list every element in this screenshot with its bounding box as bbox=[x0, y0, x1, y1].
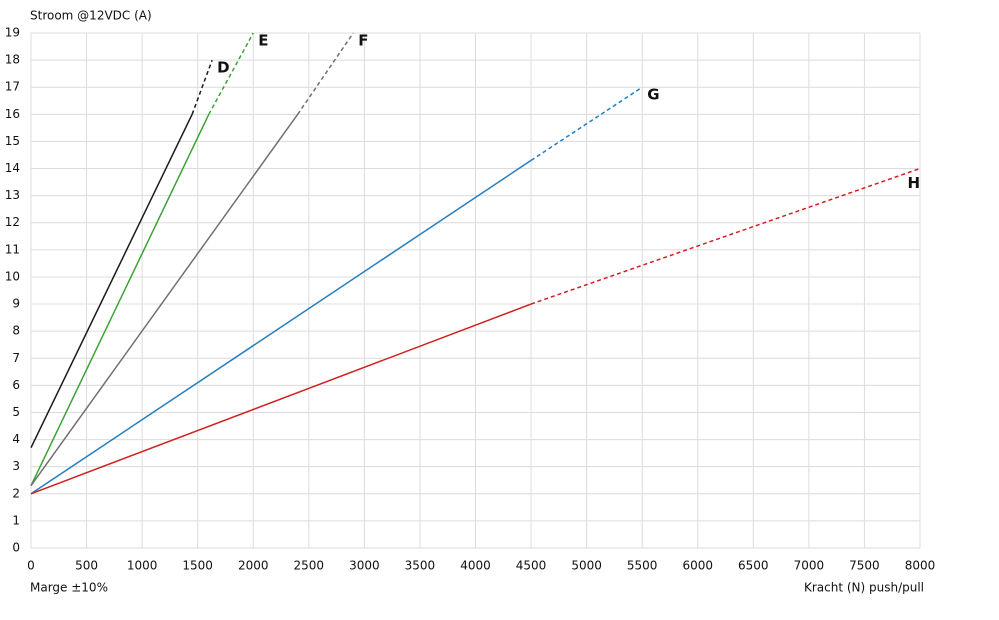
line-segment bbox=[530, 167, 921, 305]
x-tick-label: 7000 bbox=[794, 559, 825, 573]
x-tick-label: 1000 bbox=[127, 559, 158, 573]
x-tick-label: 2000 bbox=[238, 559, 269, 573]
x-tick-label: 8000 bbox=[905, 559, 936, 573]
y-tick-label: 2 bbox=[12, 486, 20, 500]
series-label: E bbox=[258, 32, 268, 50]
y-tick-label: 11 bbox=[5, 242, 20, 256]
line-segment bbox=[30, 113, 210, 486]
series-label: F bbox=[358, 32, 368, 50]
y-tick-label: 1 bbox=[12, 513, 20, 527]
y-tick-label: 5 bbox=[12, 405, 20, 419]
series-label: H bbox=[907, 174, 920, 192]
y-tick-label: 7 bbox=[12, 351, 20, 365]
x-tick-label: 6000 bbox=[682, 559, 713, 573]
x-tick-label: 1500 bbox=[182, 559, 213, 573]
x-tick-label: 5000 bbox=[571, 559, 602, 573]
x-tick-label: 3000 bbox=[349, 559, 380, 573]
line-segment bbox=[191, 59, 213, 115]
x-tick-label: 6500 bbox=[738, 559, 769, 573]
line-segment bbox=[208, 32, 254, 115]
line-segment bbox=[297, 32, 354, 115]
y-tick-label: 16 bbox=[5, 107, 20, 121]
x-tick-label: 2500 bbox=[294, 559, 325, 573]
y-tick-label: 10 bbox=[5, 269, 20, 283]
x-tick-label: 0 bbox=[27, 559, 35, 573]
x-tick-label: 7500 bbox=[849, 559, 880, 573]
line-segment bbox=[30, 113, 193, 449]
y-tick-label: 3 bbox=[12, 459, 20, 473]
series-label: G bbox=[647, 86, 659, 104]
line-segment bbox=[30, 303, 532, 495]
y-tick-label: 8 bbox=[12, 324, 20, 338]
x-tick-label: 500 bbox=[75, 559, 98, 573]
series-label: D bbox=[217, 59, 229, 77]
x-tick-label: 4000 bbox=[460, 559, 491, 573]
y-tick-label: 12 bbox=[5, 215, 20, 229]
y-tick-label: 14 bbox=[5, 161, 20, 175]
line-segment bbox=[530, 86, 643, 162]
y-tick-label: 17 bbox=[5, 80, 20, 94]
y-tick-label: 13 bbox=[5, 188, 20, 202]
x-axis-title: Kracht (N) push/pull bbox=[804, 581, 924, 595]
x-tick-label: 4500 bbox=[516, 559, 547, 573]
line-segment bbox=[30, 113, 299, 487]
y-tick-label: 0 bbox=[12, 541, 20, 555]
x-tick-label: 3500 bbox=[405, 559, 436, 573]
y-tick-label: 4 bbox=[12, 432, 20, 446]
y-tick-label: 19 bbox=[5, 26, 20, 40]
y-tick-label: 15 bbox=[5, 134, 20, 148]
y-tick-label: 18 bbox=[5, 53, 20, 67]
annotation: Marge ±10% bbox=[30, 581, 108, 595]
y-tick-label: 6 bbox=[12, 378, 20, 392]
y-tick-label: 9 bbox=[12, 297, 20, 311]
x-tick-label: 5500 bbox=[627, 559, 658, 573]
y-axis-title: Stroom @12VDC (A) bbox=[30, 9, 152, 23]
line-segment bbox=[30, 159, 532, 495]
